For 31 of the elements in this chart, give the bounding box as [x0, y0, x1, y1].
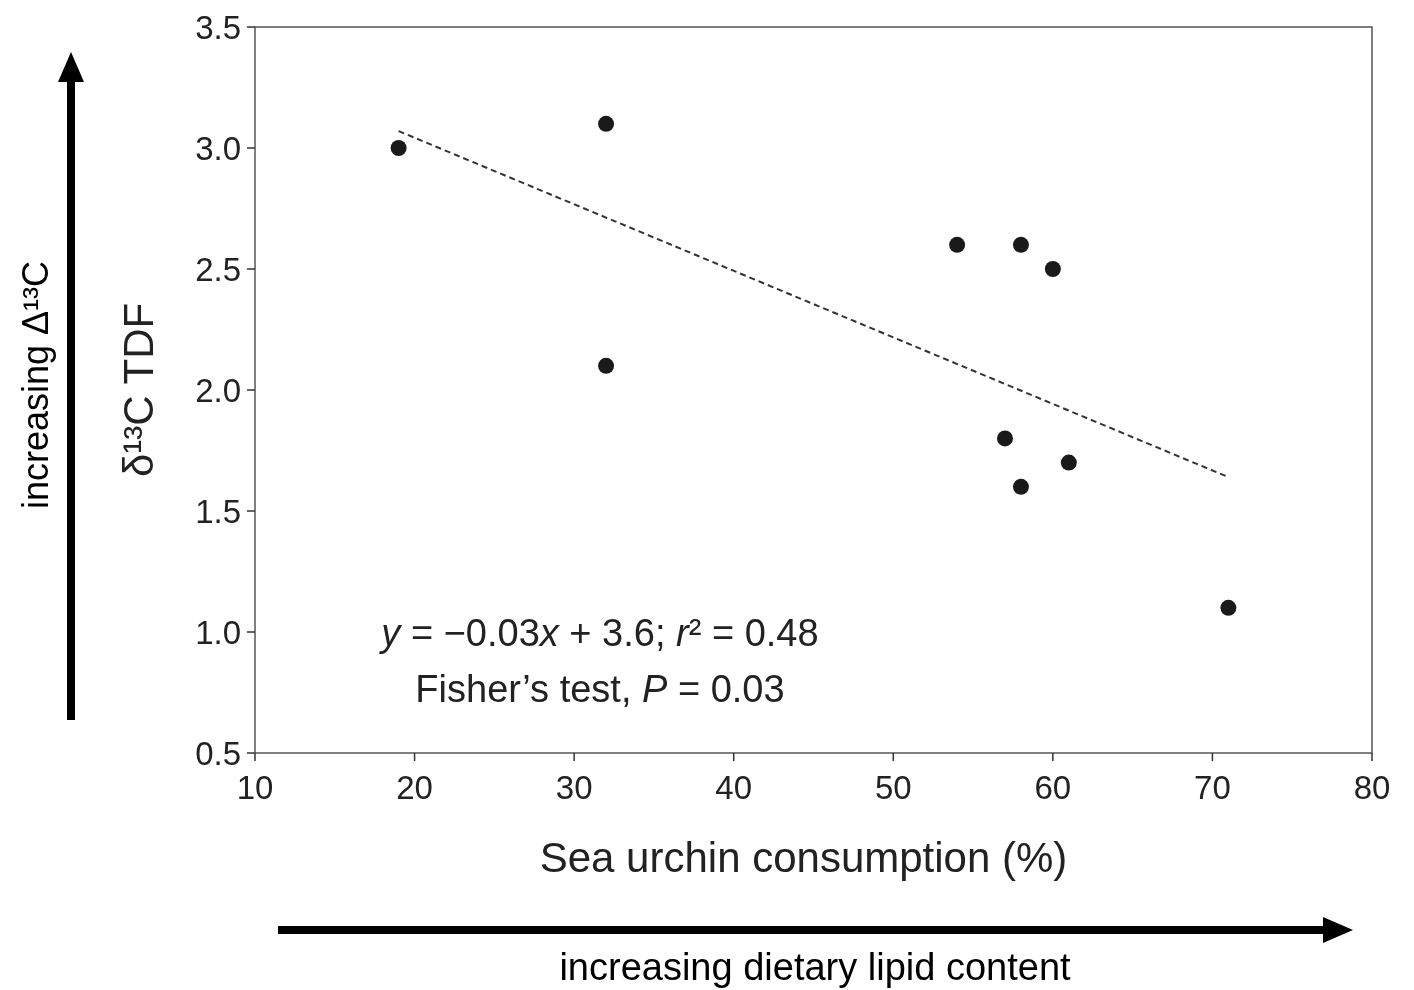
point — [1012, 478, 1029, 495]
y-tick-label: 1.0 — [195, 614, 241, 651]
point — [598, 357, 615, 374]
x-tick-label: 80 — [1353, 769, 1391, 806]
annotation: Fisher’s test, P = 0.03 — [415, 668, 785, 710]
point — [996, 430, 1013, 447]
point — [1044, 261, 1061, 277]
x-tick-label: 50 — [874, 769, 912, 806]
point — [390, 140, 407, 156]
y-tick-label: 3.5 — [195, 9, 241, 46]
x-tick-label: 20 — [396, 769, 433, 806]
x-axis-title: Sea urchin consumption (%) — [539, 834, 1068, 881]
y-tick-label: 3.0 — [195, 130, 241, 167]
y-tick-label: 2.5 — [195, 251, 241, 288]
point — [1012, 236, 1029, 253]
y-tick-label: 0.5 — [195, 735, 241, 772]
x-tick-label: 30 — [555, 769, 593, 806]
point — [949, 236, 966, 253]
text: increasing dietary lipid content — [559, 946, 1072, 988]
x-tick-label: 10 — [236, 769, 274, 806]
point — [598, 115, 615, 132]
point — [1220, 599, 1237, 616]
text: increasing Δ¹³C — [15, 260, 56, 510]
x-tick-label: 70 — [1194, 769, 1231, 806]
y-axis-title: δ¹³C TDF — [115, 302, 162, 478]
x-tick-label: 60 — [1034, 769, 1072, 806]
annotation: y = −0.03x + 3.6; r² = 0.48 — [378, 612, 819, 654]
point — [1060, 454, 1077, 471]
y-tick-label: 2.0 — [195, 372, 241, 409]
y-tick-label: 1.5 — [195, 493, 241, 530]
x-tick-label: 40 — [715, 769, 753, 806]
